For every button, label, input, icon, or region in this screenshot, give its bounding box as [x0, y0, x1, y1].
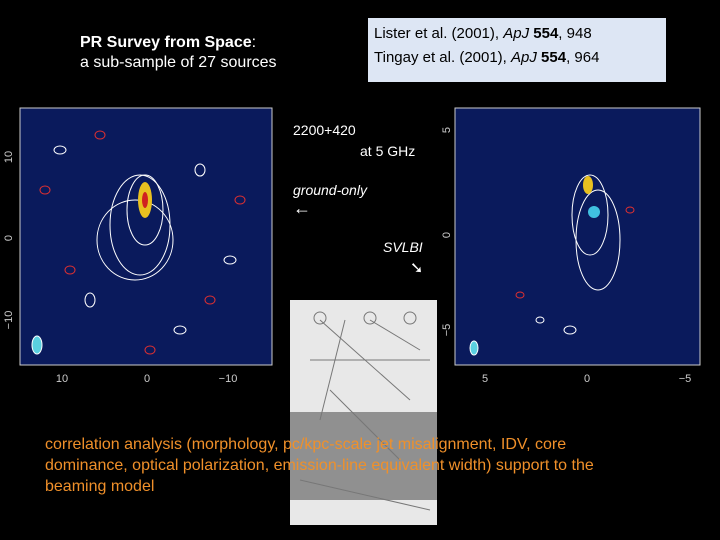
tick-label: 0	[441, 232, 453, 238]
ground-arrow: ←	[293, 198, 311, 218]
source-frequency: at 5 GHz	[360, 143, 416, 159]
source-name: 2200+420	[293, 122, 356, 138]
reference: Tingay et al. (2001), ApJ 554, 964	[374, 46, 660, 70]
right-neg-contours	[515, 206, 635, 299]
tick-label: 0	[144, 373, 150, 385]
tick-label: 0	[584, 373, 590, 385]
right-contours	[535, 174, 621, 335]
tick-label: −5	[441, 324, 453, 337]
ref-page: , 948	[558, 25, 592, 42]
tick-label: −10	[3, 311, 15, 330]
ground-label: ground-only	[293, 182, 367, 198]
tick-labels: 10 0 −10 10 0 −10 5 0 −5 5 0 −5	[3, 127, 691, 385]
space-arrow: ➘	[410, 260, 424, 277]
right-map	[454, 107, 701, 366]
conclusion: correlation analysis (morphology, pc/kpc…	[45, 434, 594, 497]
diagram-lines	[299, 311, 431, 511]
right-beam	[469, 340, 479, 356]
tick-label: 5	[441, 127, 453, 133]
right-knot	[588, 206, 600, 218]
left-contours	[53, 145, 237, 335]
diagram-band	[290, 412, 437, 500]
ref-journal: ApJ	[511, 49, 537, 66]
ref-authors: Lister et al. (2001),	[374, 25, 504, 42]
space-label: SVLBI	[383, 239, 423, 255]
reference: Lister et al. (2001), ApJ 554, 948	[374, 22, 660, 46]
left-peak	[142, 192, 148, 208]
ref-volume: 554	[533, 25, 559, 42]
tick-label: −5	[679, 373, 692, 385]
ref-volume: 554	[541, 49, 567, 66]
tick-label: 10	[56, 373, 68, 385]
ref-journal: ApJ	[503, 25, 530, 42]
title: PR Survey from Space:	[80, 33, 277, 53]
ref-authors: Tingay et al. (2001),	[374, 49, 512, 66]
title-rest: :	[251, 34, 257, 51]
tick-label: 10	[3, 151, 15, 163]
tick-label: 0	[3, 235, 15, 241]
conclusion-line: dominance, optical polarization, emissio…	[45, 457, 594, 474]
title-block: PR Survey from Space: a sub-sample of 27…	[80, 33, 277, 73]
title-bold: PR Survey from Space	[80, 34, 252, 51]
left-map	[19, 107, 273, 366]
right-core	[583, 176, 593, 194]
left-beam	[31, 335, 43, 355]
tick-label: −10	[219, 373, 238, 385]
ref-page: , 964	[566, 49, 600, 66]
conclusion-line: beaming model	[45, 478, 155, 495]
tick-label: 5	[482, 373, 488, 385]
reference-box: Lister et al. (2001), ApJ 554, 948 Tinga…	[368, 18, 666, 82]
subtitle: a sub-sample of 27 sources	[80, 54, 277, 71]
left-neg-contours	[39, 130, 246, 355]
conclusion-line: correlation analysis (morphology, pc/kpc…	[45, 436, 567, 453]
